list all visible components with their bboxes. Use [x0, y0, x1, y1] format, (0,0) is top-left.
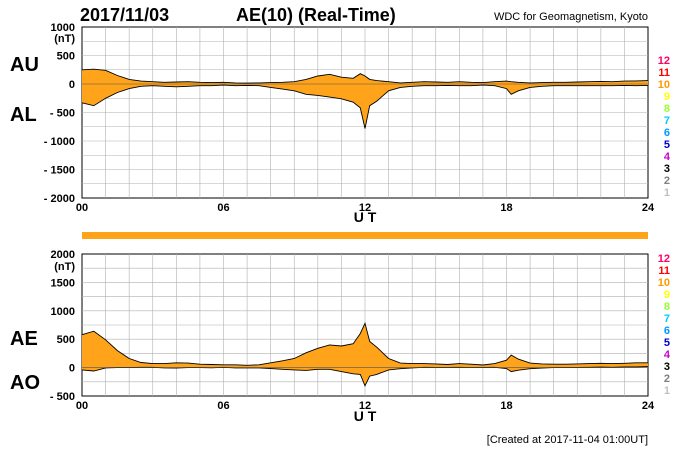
date-label: 2017/11/03 [80, 5, 169, 25]
source-label: WDC for Geomagnetism, Kyoto [494, 11, 648, 23]
legend-station-number: 2 [664, 175, 670, 187]
y-tick-label: 1500 [51, 277, 75, 289]
legend-station-number: 7 [664, 313, 670, 325]
chart-title: AE(10) (Real-Time) [236, 5, 396, 25]
data-coverage-bar [82, 232, 648, 239]
x-tick-label: 18 [500, 202, 512, 214]
au-label: AU [10, 54, 39, 76]
au-al-panel: AU AL (nT) U T 1000 500 0 - 500 - 1000 - 1500… [10, 22, 655, 225]
y-tick-label: 0 [69, 79, 75, 91]
legend-station-number: 11 [658, 67, 670, 79]
legend-station-number: 4 [664, 349, 671, 361]
y-tick-label: 2000 [51, 249, 75, 261]
legend-station-number: 8 [664, 103, 670, 115]
series-line-al [81, 84, 649, 129]
legend-station-number: 2 [664, 373, 670, 385]
legend-station-number: 1 [664, 187, 670, 199]
legend-station-number: 12 [658, 253, 670, 265]
legend-station-number: 7 [664, 115, 670, 127]
legend-station-number: 11 [658, 265, 670, 277]
legend-station-number: 10 [658, 277, 670, 289]
y-tick-label: 500 [57, 51, 75, 63]
x-tick-label: 18 [500, 400, 512, 412]
legend-station-number: 3 [664, 361, 670, 373]
x-tick-label: 12 [359, 202, 371, 214]
legend-station-number: 4 [664, 151, 671, 163]
series-line-au [81, 68, 649, 84]
legend-station-number: 6 [664, 325, 670, 337]
x-tick-label: 24 [642, 400, 655, 412]
y-tick-label: 1000 [51, 306, 75, 318]
y-tick-label: - 2000 [44, 193, 75, 205]
y-tick-label: - 500 [50, 108, 75, 120]
legend-station-number: 9 [664, 289, 670, 301]
legend-station-number: 5 [664, 139, 670, 151]
x-tick-label: 00 [76, 202, 88, 214]
ae-ao-panel: AE AO (nT) U T 2000 1500 1000 500 0 - 500 00 0… [10, 249, 655, 424]
legend-station-number: 6 [664, 127, 670, 139]
legend-station-number: 5 [664, 337, 670, 349]
legend-station-number: 12 [658, 55, 670, 67]
x-tick-label: 12 [359, 400, 371, 412]
legend-station-number: 3 [664, 163, 670, 175]
legend-station-number: 8 [664, 301, 670, 313]
y-tick-label: 1000 [51, 22, 75, 34]
legend-station-number: 9 [664, 91, 670, 103]
y-tick-label: 500 [57, 334, 75, 346]
x-tick-label: 24 [642, 202, 655, 214]
x-axis-title: U T [354, 209, 377, 225]
al-label: AL [10, 104, 37, 126]
y-tick-label: - 500 [50, 391, 75, 403]
y-tick-label: 0 [69, 363, 75, 375]
series-line-ae [81, 321, 648, 366]
unit-label: (nT) [54, 33, 75, 45]
x-tick-label: 06 [217, 400, 229, 412]
x-tick-label: 00 [76, 400, 88, 412]
legend-station-number: 1 [664, 385, 670, 397]
ae-label: AE [10, 328, 38, 350]
x-axis-title: U T [354, 408, 377, 424]
envelope-area [82, 323, 648, 386]
created-timestamp: [Created at 2017-11-04 01:00UT] [487, 434, 648, 446]
x-tick-label: 06 [217, 202, 229, 214]
ao-label: AO [10, 372, 40, 394]
unit-label: (nT) [54, 261, 75, 273]
y-tick-label: - 1500 [44, 165, 75, 177]
legend-station-number: 10 [658, 79, 670, 91]
y-tick-label: - 1000 [44, 136, 75, 148]
